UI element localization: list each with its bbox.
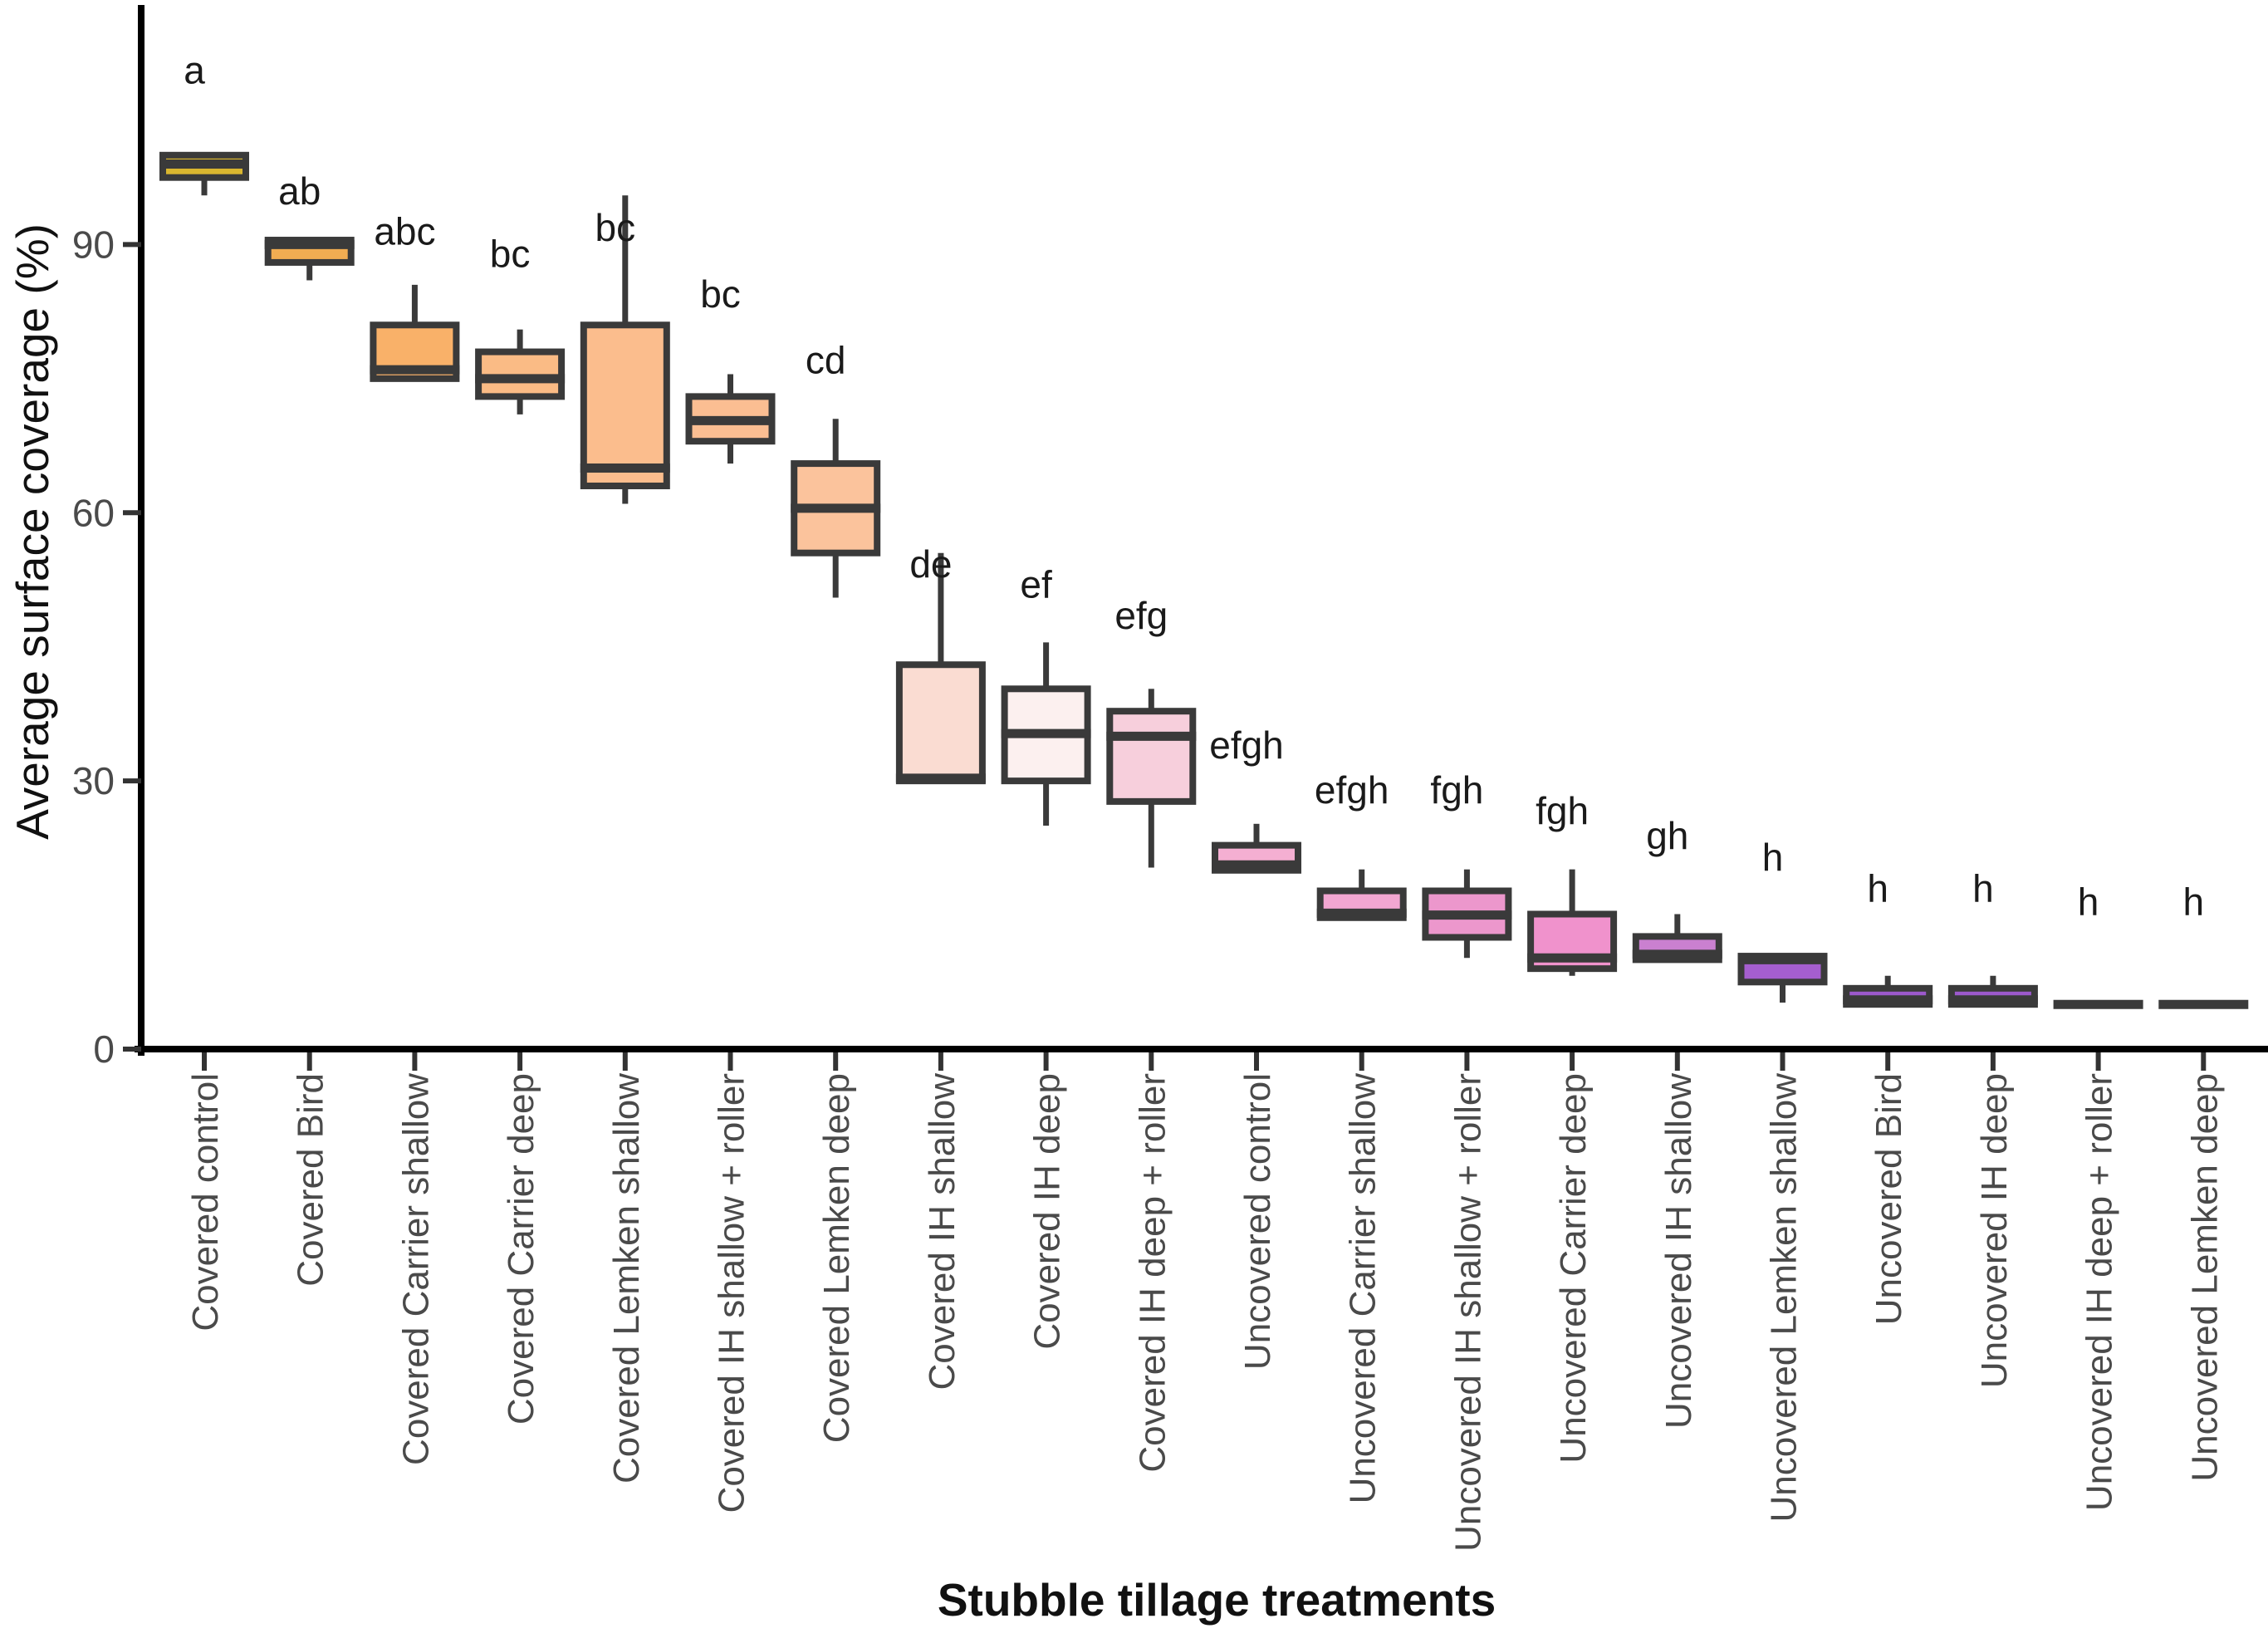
significance-letter: bc xyxy=(490,232,531,275)
y-tick-label: 30 xyxy=(72,759,115,802)
significance-letter: abc xyxy=(374,209,435,253)
significance-letter: h xyxy=(1867,866,1888,910)
category-label: Uncovered Lemken shallow xyxy=(1764,1073,1805,1523)
category-label: Uncovered IH shallow xyxy=(1658,1073,1699,1429)
significance-letter: fgh xyxy=(1536,789,1589,832)
category-label: Covered Bird xyxy=(291,1073,331,1287)
box-rect xyxy=(580,321,670,489)
significance-letter: h xyxy=(2183,880,2205,924)
category-label: Uncovered Bird xyxy=(1869,1073,1909,1325)
significance-letter: efg xyxy=(1114,594,1168,637)
significance-letter: h xyxy=(1972,866,1994,910)
category-label: Uncovered IH deep xyxy=(1974,1073,2015,1388)
significance-letter: de xyxy=(909,542,952,586)
category-label: Covered Lemken deep xyxy=(816,1073,857,1443)
category-label: Covered Carrier shallow xyxy=(395,1073,436,1465)
box-rect xyxy=(895,661,986,785)
significance-letter: h xyxy=(1762,836,1784,879)
significance-letter: gh xyxy=(1646,814,1688,857)
significance-letter: bc xyxy=(595,206,636,249)
category-label: Uncovered Carrier shallow xyxy=(1343,1073,1384,1504)
significance-letter: ab xyxy=(278,169,321,213)
y-tick-label: 0 xyxy=(93,1027,115,1071)
significance-letter: efgh xyxy=(1209,723,1284,767)
category-label: Covered IH deep xyxy=(1027,1073,1068,1350)
significance-letter: h xyxy=(2078,880,2099,924)
significance-letter: ef xyxy=(1020,563,1052,606)
category-label: Covered Carrier deep xyxy=(501,1073,541,1425)
significance-letter: cd xyxy=(806,338,846,381)
category-label: Covered Lemken shallow xyxy=(606,1073,647,1484)
significance-letter: bc xyxy=(700,272,741,316)
category-label: Covered IH shallow xyxy=(922,1073,963,1390)
category-label: Uncovered IH deep + roller xyxy=(2079,1073,2120,1511)
y-axis-title: Average surface coverage (%) xyxy=(7,223,58,840)
category-label: Uncovered Lemken deep xyxy=(2184,1073,2225,1482)
significance-letter: fgh xyxy=(1430,768,1483,812)
category-label: Covered IH deep + roller xyxy=(1132,1073,1173,1473)
y-tick-label: 60 xyxy=(72,491,115,534)
y-tick-label: 90 xyxy=(72,223,115,266)
category-label: Covered control xyxy=(185,1073,226,1332)
box-rect xyxy=(1106,708,1197,805)
category-label: Uncovered control xyxy=(1237,1073,1278,1370)
plot-area: 0 30 60 90 Covered control Covered Bird Covere… xyxy=(72,5,2268,1552)
significance-letter: a xyxy=(184,49,205,92)
significance-letter: efgh xyxy=(1315,768,1389,812)
category-label: Uncovered IH shallow + roller xyxy=(1448,1073,1488,1552)
x-axis-title: Stubble tillage treatments xyxy=(938,1574,1496,1626)
category-label: Uncovered Carrier deep xyxy=(1553,1073,1594,1464)
category-label: Covered IH shallow + roller xyxy=(712,1073,752,1513)
